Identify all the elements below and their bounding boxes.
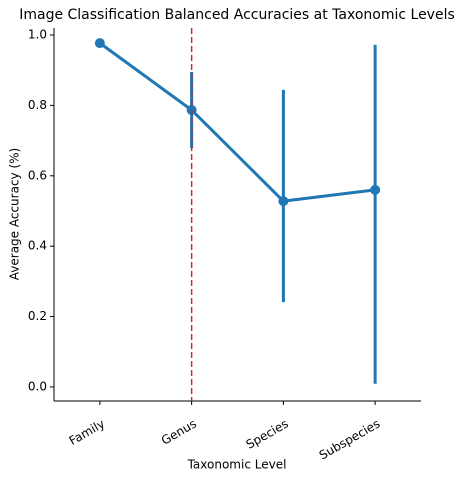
y-tick-label: 0.2: [28, 309, 47, 323]
y-tick-label: 0.4: [28, 239, 47, 253]
y-tick-label: 0.8: [28, 98, 47, 112]
chart-title: Image Classification Balanced Accuracies…: [19, 7, 455, 23]
y-tick-label: 0.6: [28, 168, 47, 182]
line: [98, 41, 376, 203]
y-tick-label: 0.0: [28, 379, 47, 393]
x-tick-label: Genus: [159, 417, 199, 448]
point: [278, 196, 289, 207]
point: [370, 184, 381, 195]
y-tick-label: 1.0: [28, 28, 47, 42]
point: [94, 38, 105, 49]
x-axis-label: Taxonomic Level: [187, 458, 287, 472]
x-tick-label: Family: [67, 417, 107, 448]
x-tick-label: Subspecies: [317, 417, 383, 463]
x-tick-label: Species: [244, 417, 291, 452]
y-axis-label: Average Accuracy (%): [8, 148, 22, 280]
